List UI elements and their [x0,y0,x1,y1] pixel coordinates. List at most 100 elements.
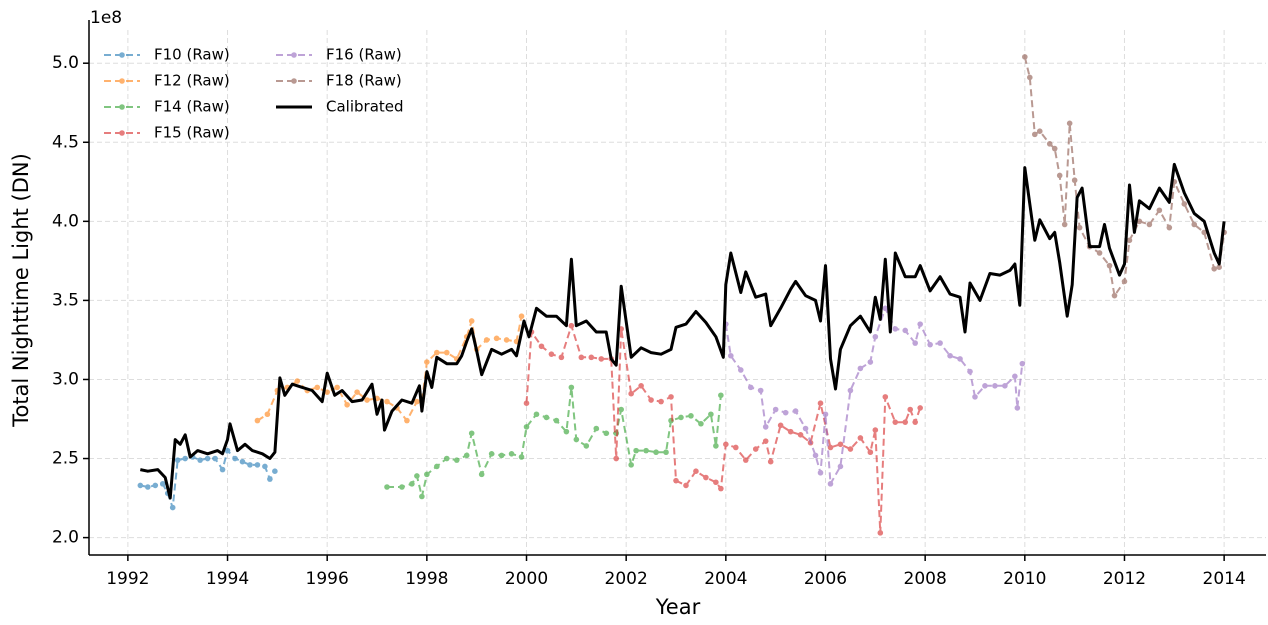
data-point [673,477,679,484]
data-point [618,406,624,413]
data-point [578,354,585,361]
data-point [384,398,390,405]
data-point [762,438,769,444]
data-point [723,441,729,448]
data-point [937,340,943,346]
data-point [523,424,530,430]
y-tick-label: 4.0 [52,211,79,231]
data-point [262,463,268,470]
data-point [877,530,884,536]
data-point [583,443,590,449]
data-point [688,413,694,419]
series-line [387,386,722,498]
x-tick-label: 1996 [306,569,349,589]
data-point [713,443,719,449]
legend-entry [276,52,312,58]
axis-offset: 1e8 [90,8,122,28]
data-point [737,367,744,373]
data-point [1046,141,1053,147]
data-point [364,397,370,403]
data-point [713,479,719,486]
data-point [1211,265,1217,272]
y-tick-label: 4.5 [52,132,79,152]
data-point [857,365,864,372]
legend-label: F18 (Raw) [326,72,402,90]
data-point [468,430,475,437]
y-tick-label: 2.5 [52,449,79,469]
data-point [613,455,620,462]
data-point [424,471,430,478]
x-tick-label: 2006 [804,569,847,589]
legend-entry [104,78,140,84]
data-point [145,484,151,490]
data-point [1121,278,1128,285]
data-point [247,462,253,468]
legend-marker [291,78,297,84]
data-point [152,482,159,489]
data-point [558,354,565,361]
data-point [857,435,864,441]
series [723,305,1026,487]
data-point [628,390,634,397]
data-point [518,313,525,320]
data-point [892,326,899,332]
data-point [827,444,834,451]
data-point [1002,382,1008,389]
data-point [1106,262,1113,269]
data-point [1096,250,1103,256]
data-point [239,458,246,465]
data-point [1027,74,1033,81]
data-point [892,419,899,425]
data-point [1022,54,1028,60]
data-point [197,457,203,463]
x-tick-label: 2012 [1103,569,1146,589]
data-point [1019,360,1026,367]
x-tick-label: 1994 [206,569,249,589]
data-point [747,384,754,391]
data-point [927,341,933,348]
data-point [588,354,595,361]
data-point [334,384,340,391]
data-point [872,427,879,433]
data-point [663,449,669,456]
data-point [399,484,405,490]
series [137,447,278,511]
data-point [867,449,874,456]
data-point [294,378,301,384]
data-point [478,471,485,478]
data-point [493,335,500,342]
x-tick-label: 2010 [1003,569,1046,589]
data-point [182,455,188,462]
data-point [523,400,530,406]
data-point [917,405,923,411]
data-point [593,425,600,432]
data-point [742,457,749,463]
y-tick-label: 3.0 [52,369,79,389]
data-point [1126,237,1133,244]
data-point [1014,405,1021,411]
data-point [224,447,231,454]
data-point [822,411,829,418]
data-point [264,411,271,418]
data-point [1012,373,1018,380]
data-point [902,327,909,334]
data-point [1216,264,1222,270]
data-point [643,447,649,454]
data-point [757,387,764,394]
legend-entry [104,104,140,110]
data-point [508,450,515,457]
data-point [1051,145,1058,152]
data-point [443,455,450,462]
data-point [777,422,784,429]
data-point [767,458,774,465]
data-point [463,452,470,459]
data-point [443,349,450,356]
data-point [817,400,824,406]
data-point [633,447,639,454]
data-point [1066,120,1073,127]
data-point [354,389,360,395]
legend-marker [119,130,125,136]
data-point [698,420,704,427]
data-point [488,450,495,457]
